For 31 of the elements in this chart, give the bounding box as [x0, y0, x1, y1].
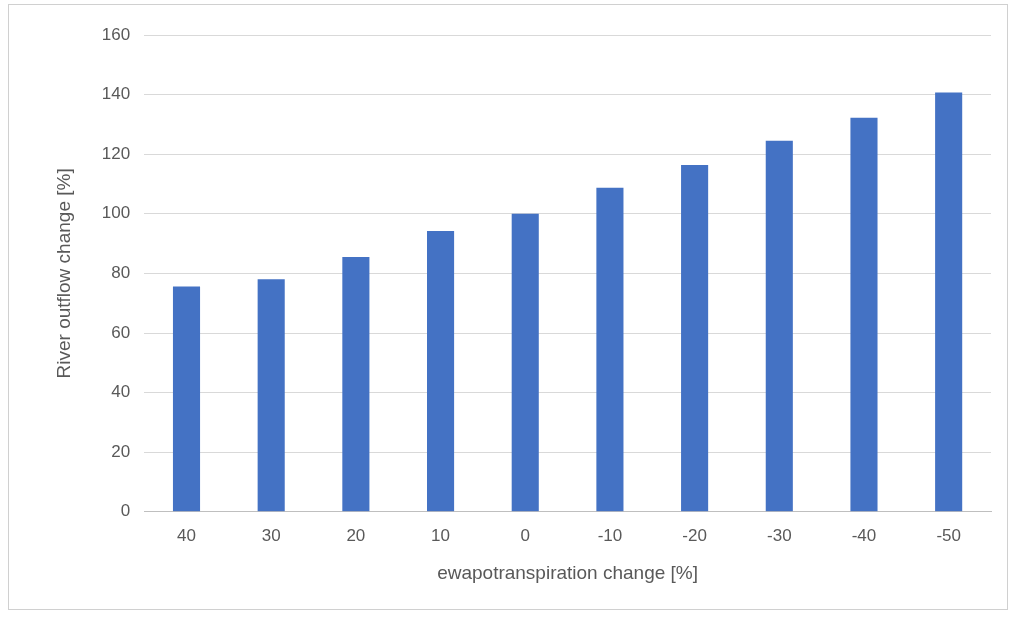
- y-tick-label: 80: [111, 263, 131, 283]
- bar: [765, 140, 793, 512]
- bar: [172, 286, 201, 512]
- x-axis-title: ewapotranspiration change [%]: [437, 561, 699, 583]
- y-tick-label: 100: [101, 203, 131, 223]
- x-tick-label: -10: [597, 525, 623, 545]
- y-tick-label: 140: [101, 84, 131, 104]
- bar: [257, 279, 285, 512]
- x-tick-label: 40: [177, 525, 196, 545]
- bar: [596, 187, 624, 512]
- x-tick-label: 20: [346, 525, 366, 545]
- bar: [511, 213, 539, 512]
- y-tick-label: 20: [111, 441, 131, 461]
- x-tick-label: -50: [936, 525, 961, 545]
- y-tick-label: 160: [101, 24, 131, 44]
- bar: [427, 231, 455, 512]
- x-tick-label: 0: [520, 525, 530, 545]
- y-tick-label: 120: [101, 143, 131, 163]
- y-tick-label: 60: [111, 322, 131, 342]
- y-axis-title: River outflow change [%]: [52, 168, 74, 379]
- y-tick-label: 40: [111, 382, 131, 402]
- x-tick-label: -40: [851, 525, 877, 545]
- x-tick-label: -20: [682, 525, 707, 545]
- y-tick-label: 0: [120, 501, 131, 521]
- x-tick-label: 30: [261, 525, 281, 545]
- x-tick-label: -30: [767, 525, 792, 545]
- bar: [681, 164, 709, 512]
- bar: [935, 92, 963, 512]
- bar: [850, 117, 878, 512]
- x-tick-label: 10: [431, 525, 451, 545]
- bar: [342, 257, 370, 512]
